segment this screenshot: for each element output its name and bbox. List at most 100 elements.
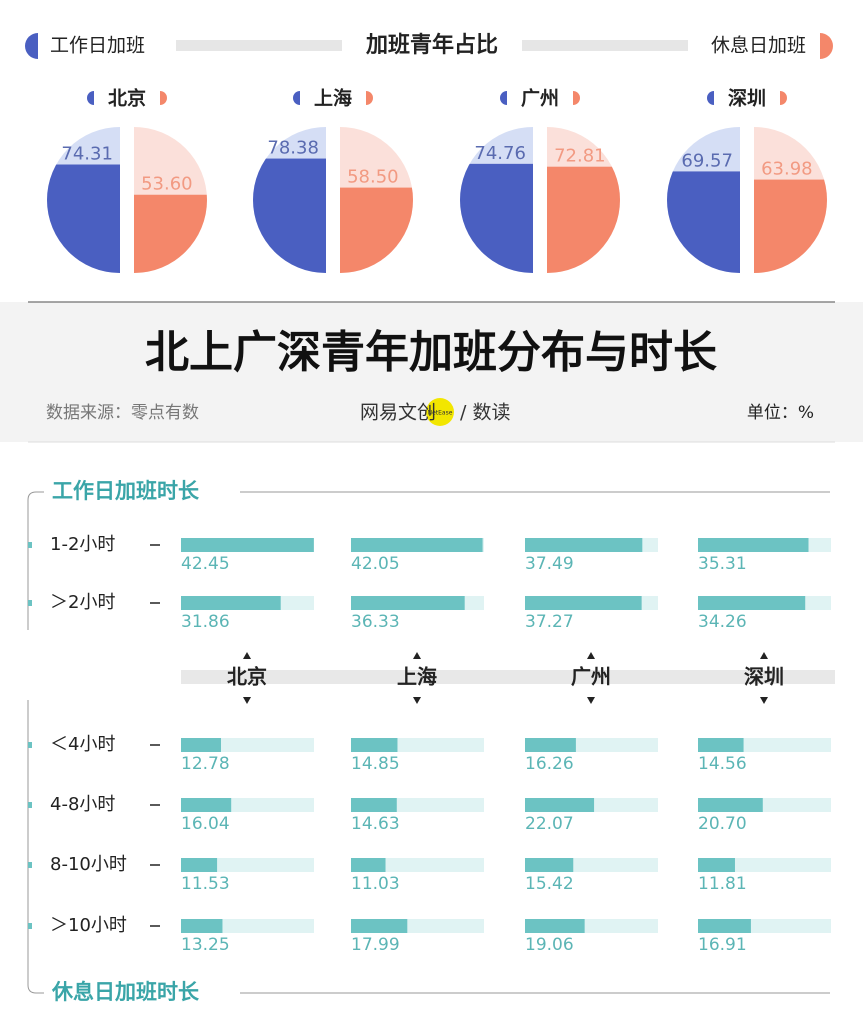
pie-value-label: 72.81 bbox=[554, 146, 606, 167]
bar bbox=[351, 858, 386, 872]
bar-value-label: 11.03 bbox=[351, 874, 400, 894]
bar bbox=[525, 798, 595, 812]
bar bbox=[525, 919, 585, 933]
banner-title: 北上广深青年加班分布与时长 bbox=[145, 327, 717, 378]
pie-value-label: 53.60 bbox=[141, 174, 193, 195]
logo-suffix: / 数读 bbox=[460, 402, 510, 424]
bar-value-label: 16.26 bbox=[525, 754, 574, 774]
logo: 网易文创 bbox=[360, 402, 436, 424]
bar bbox=[181, 596, 281, 610]
pie-value-label: 69.57 bbox=[681, 150, 733, 171]
bar bbox=[351, 738, 398, 752]
bar-value-label: 17.99 bbox=[351, 935, 400, 955]
bar-value-label: 15.42 bbox=[525, 874, 574, 894]
pie-fill bbox=[47, 164, 120, 273]
city-icon bbox=[293, 91, 300, 105]
pie-fill bbox=[667, 171, 740, 273]
arrow bbox=[413, 697, 421, 704]
bar bbox=[698, 738, 744, 752]
row-dot bbox=[28, 742, 32, 748]
bar-value-label: 36.33 bbox=[351, 612, 400, 632]
bar-value-label: 34.26 bbox=[698, 612, 747, 632]
bar bbox=[698, 858, 735, 872]
section-title: 休息日加班时长 bbox=[51, 980, 200, 1004]
unit: 单位：% bbox=[747, 403, 814, 423]
bar-value-label: 19.06 bbox=[525, 935, 574, 955]
row-label: 8-10小时 bbox=[50, 854, 127, 875]
row-dot bbox=[28, 600, 32, 606]
source: 数据来源：零点有数 bbox=[46, 403, 199, 423]
bar bbox=[698, 919, 751, 933]
city-icon bbox=[366, 91, 373, 105]
city-icon bbox=[500, 91, 507, 105]
bar bbox=[351, 919, 408, 933]
pie-fill bbox=[460, 163, 533, 273]
row-label: 4-8小时 bbox=[50, 794, 115, 815]
pie-value-label: 78.38 bbox=[267, 138, 319, 159]
city-label: 北京 bbox=[108, 87, 146, 110]
bar-value-label: 35.31 bbox=[698, 554, 747, 574]
row-label: ＞10小时 bbox=[50, 915, 127, 936]
pie-fill bbox=[340, 187, 413, 273]
row-dot bbox=[28, 542, 32, 548]
bar bbox=[525, 738, 576, 752]
pie-fill bbox=[547, 166, 620, 273]
divider bbox=[522, 40, 688, 51]
bar bbox=[181, 919, 223, 933]
divider bbox=[176, 40, 342, 51]
pie-fill bbox=[253, 158, 326, 273]
city-icon bbox=[160, 91, 167, 105]
bar-value-label: 12.78 bbox=[181, 754, 230, 774]
row-label: 1-2小时 bbox=[50, 534, 115, 555]
city-band bbox=[181, 670, 835, 684]
city-label: 广州 bbox=[521, 87, 559, 110]
arrow bbox=[413, 652, 421, 659]
bar bbox=[181, 738, 221, 752]
bar-value-label: 42.05 bbox=[351, 554, 400, 574]
legend-label: 休息日加班 bbox=[711, 35, 806, 57]
bar bbox=[181, 858, 218, 872]
pie-value-label: 58.50 bbox=[347, 167, 399, 188]
pie-value-label: 63.98 bbox=[761, 159, 813, 180]
bar-value-label: 14.56 bbox=[698, 754, 747, 774]
bar-value-label: 16.04 bbox=[181, 814, 230, 834]
bar-value-label: 14.85 bbox=[351, 754, 400, 774]
arrow bbox=[243, 652, 251, 659]
bar bbox=[525, 596, 642, 610]
bar-value-label: 22.07 bbox=[525, 814, 574, 834]
arrow bbox=[760, 652, 768, 659]
bar-value-label: 37.27 bbox=[525, 612, 574, 632]
section-title: 工作日加班时长 bbox=[52, 479, 200, 503]
bar-value-label: 20.70 bbox=[698, 814, 747, 834]
bar-value-label: 13.25 bbox=[181, 935, 230, 955]
bar bbox=[698, 798, 763, 812]
arrow bbox=[587, 697, 595, 704]
bar bbox=[525, 538, 643, 552]
arrow bbox=[587, 652, 595, 659]
bar-value-label: 11.53 bbox=[181, 874, 230, 894]
row-dot bbox=[28, 802, 32, 808]
bar bbox=[181, 538, 314, 552]
row-label: ＞2小时 bbox=[50, 592, 115, 613]
bar-value-label: 31.86 bbox=[181, 612, 230, 632]
bar-value-label: 37.49 bbox=[525, 554, 574, 574]
city-header: 上海 bbox=[397, 665, 437, 689]
bar-value-label: 14.63 bbox=[351, 814, 400, 834]
legend-icon bbox=[820, 33, 833, 59]
row-label: ＜4小时 bbox=[50, 734, 115, 755]
row-dot bbox=[28, 923, 32, 929]
bar-value-label: 16.91 bbox=[698, 935, 747, 955]
arrow bbox=[760, 697, 768, 704]
pie-fill bbox=[134, 194, 207, 273]
row-dot bbox=[28, 862, 32, 868]
bar bbox=[181, 798, 232, 812]
bar-value-label: 42.45 bbox=[181, 554, 230, 574]
pie-value-label: 74.31 bbox=[61, 144, 113, 165]
city-icon bbox=[780, 91, 787, 105]
bar bbox=[351, 538, 483, 552]
city-icon bbox=[87, 91, 94, 105]
bar-value-label: 11.81 bbox=[698, 874, 747, 894]
city-header: 深圳 bbox=[744, 665, 784, 689]
bar bbox=[351, 798, 397, 812]
city-header: 北京 bbox=[227, 665, 267, 689]
